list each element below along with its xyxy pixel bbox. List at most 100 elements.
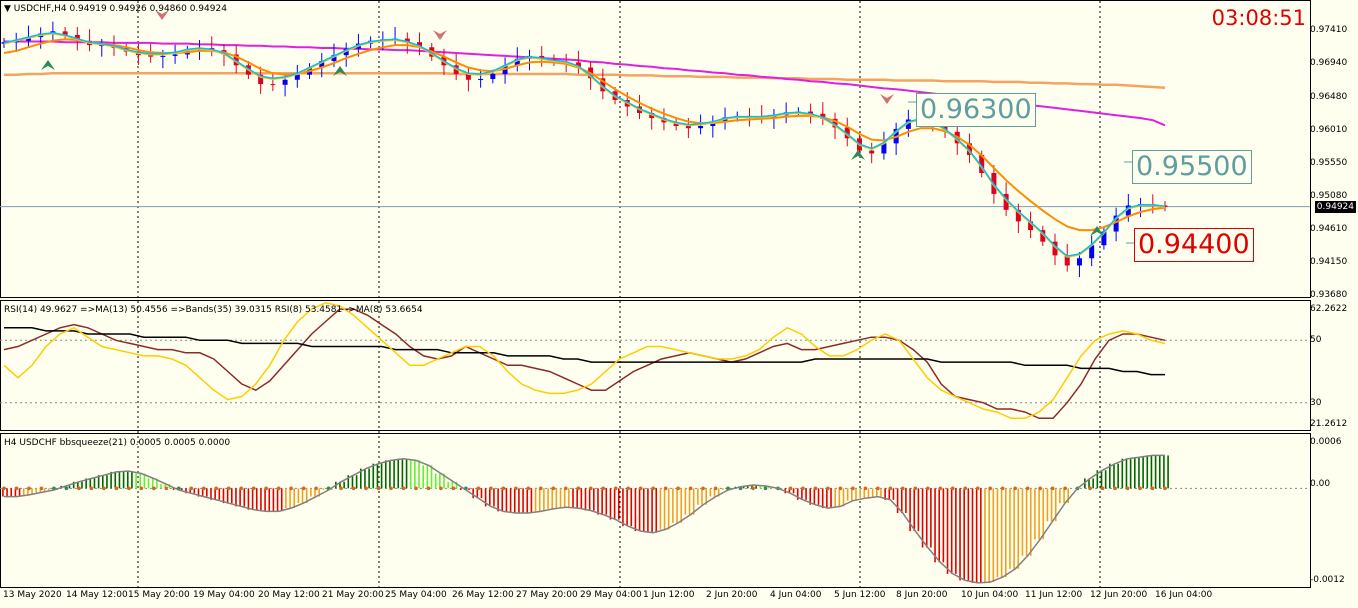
- squeeze-dot: [201, 486, 206, 491]
- squeeze-dot: [751, 486, 755, 491]
- squeeze-outline: [4, 454, 1165, 584]
- squeeze-dot: [27, 486, 31, 491]
- candle-body: [1089, 245, 1095, 259]
- price-tick: 0.96480: [1310, 92, 1348, 102]
- candle-body: [685, 126, 691, 129]
- squeeze-dot: [913, 486, 918, 491]
- squeeze-dot: [950, 486, 955, 491]
- time-tick: 11 Jun 12:00: [1025, 590, 1083, 600]
- rsi-tick: 50: [1310, 335, 1322, 345]
- candle-body: [294, 74, 300, 80]
- squeeze-dot: [1013, 486, 1017, 491]
- time-tick: 14 May 12:00: [66, 590, 128, 600]
- squeeze-dot: [1088, 486, 1092, 491]
- squeeze-header: H4 USDCHF bbsqueeze(21) 0.0005 0.0005 0.…: [4, 438, 231, 448]
- candle-body: [160, 55, 166, 57]
- candle-body: [1113, 215, 1119, 232]
- candle-body: [1125, 205, 1131, 216]
- squeeze-dot: [838, 486, 843, 491]
- squeeze-dot: [314, 486, 318, 491]
- candle-body: [844, 127, 850, 139]
- time-tick: 27 May 20:00: [516, 590, 578, 600]
- squeeze-dot: [901, 486, 905, 491]
- candle-body: [979, 154, 985, 173]
- candle-body: [1003, 193, 1009, 210]
- time-tick: 19 May 04:00: [193, 590, 255, 600]
- candle-body: [1040, 230, 1046, 242]
- signal-arrow-icon: [41, 60, 55, 70]
- squeeze-dot: [638, 486, 643, 491]
- squeeze-dot: [152, 486, 156, 491]
- price-tick: 0.95550: [1310, 158, 1348, 168]
- squeeze-dot: [114, 486, 119, 491]
- price-tick: 0.94150: [1310, 257, 1348, 267]
- time-tick: 13 May 2020: [3, 590, 62, 600]
- time-tick: 29 May 04:00: [580, 590, 642, 600]
- time-tick: 15 May 20:00: [128, 590, 190, 600]
- squeeze-tick: 0.0006: [1310, 437, 1342, 447]
- squeeze-tick: 0.00: [1310, 479, 1331, 489]
- time-tick: 4 Jun 04:00: [770, 590, 822, 600]
- candle-body: [1076, 258, 1082, 266]
- squeeze-dot: [276, 486, 281, 491]
- candle-body: [490, 73, 496, 80]
- squeeze-dot: [551, 486, 556, 491]
- price-tick: 0.96940: [1310, 58, 1348, 68]
- squeeze-dot: [851, 486, 855, 491]
- time-tick: 5 Jun 12:00: [834, 590, 886, 600]
- candle-body: [478, 79, 484, 81]
- squeeze-dot: [963, 486, 968, 491]
- candle-body: [575, 62, 581, 68]
- squeeze-tick: -0.0012: [1310, 575, 1345, 585]
- squeeze-dot: [813, 486, 818, 491]
- squeeze-dot: [588, 486, 593, 491]
- time-tick: 10 Jun 04:00: [961, 590, 1019, 600]
- level-label-0-94400[interactable]: 0.94400: [1134, 228, 1254, 262]
- level-label-0-96300[interactable]: 0.96300: [916, 93, 1036, 127]
- squeeze-dot: [763, 486, 768, 491]
- candle-body: [331, 55, 337, 61]
- level-label-0-95500[interactable]: 0.95500: [1132, 150, 1252, 184]
- squeeze-dot: [351, 486, 356, 491]
- rsi-header: RSI(14) 49.9627 =>MA(13) 50.4556 =>Bands…: [4, 305, 423, 315]
- squeeze-dot: [1000, 486, 1005, 491]
- squeeze-dot: [214, 486, 219, 491]
- price-tick: 0.96010: [1310, 125, 1348, 135]
- squeeze-dot: [39, 486, 44, 491]
- squeeze-dot: [139, 486, 144, 491]
- squeeze-panel-frame: [0, 433, 1311, 588]
- squeeze-dot: [289, 486, 293, 491]
- price-tick: 0.93680: [1310, 290, 1348, 300]
- candle-body: [832, 118, 838, 128]
- squeeze-dot: [239, 486, 243, 491]
- squeeze-dot: [1063, 486, 1067, 491]
- symbol-header-text: USDCHF,H4 0.94919 0.94926 0.94860 0.9492…: [13, 4, 227, 14]
- rsi-series-line: [3, 308, 1166, 420]
- candle-body: [258, 74, 264, 85]
- candle-body: [673, 122, 679, 127]
- squeeze-dot: [1113, 486, 1117, 491]
- squeeze-dot: [563, 486, 568, 491]
- squeeze-dot: [1150, 486, 1155, 491]
- price-tick: 0.97410: [1310, 25, 1348, 35]
- candle-body: [1028, 221, 1034, 231]
- squeeze-dot: [339, 486, 343, 491]
- candle-body: [99, 45, 105, 47]
- clock: 03:08:51: [1211, 6, 1306, 30]
- squeeze-dot: [251, 486, 256, 491]
- candle-body: [233, 54, 239, 66]
- candle-body: [905, 119, 911, 129]
- squeeze-dot: [364, 486, 368, 491]
- time-tick: 1 Jun 12:00: [643, 590, 695, 600]
- candle-body: [600, 78, 606, 92]
- squeeze-dot: [476, 486, 481, 491]
- squeeze-dot: [1163, 486, 1167, 491]
- squeeze-dot: [451, 486, 456, 491]
- candle-body: [966, 143, 972, 155]
- squeeze-dot: [526, 486, 531, 491]
- squeeze-dot: [1025, 486, 1030, 491]
- squeeze-dot: [127, 486, 131, 491]
- squeeze-dot: [189, 486, 194, 491]
- signal-arrow-icon: [1090, 226, 1104, 236]
- squeeze-dot: [376, 486, 381, 491]
